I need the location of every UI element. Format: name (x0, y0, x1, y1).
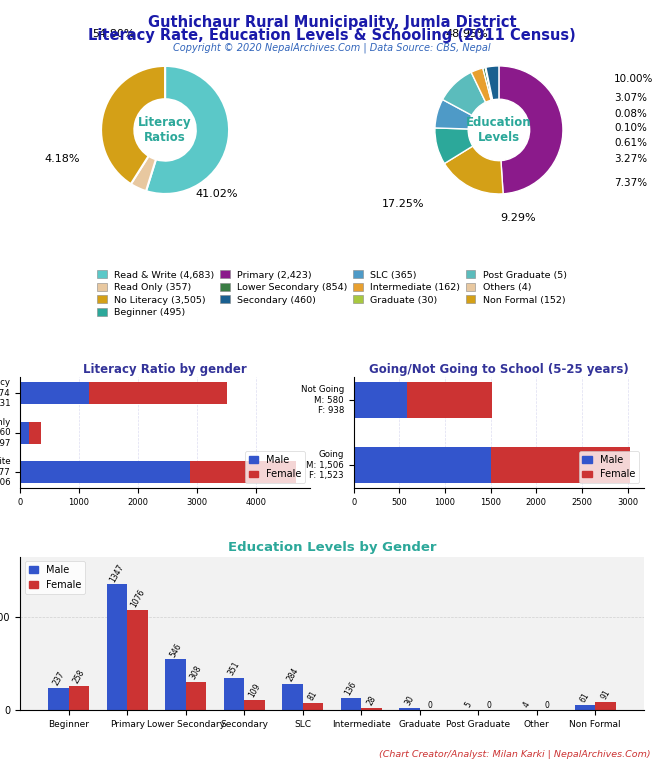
Legend: Male, Female: Male, Female (578, 451, 639, 483)
Bar (361, 708, 382, 710)
Bar (354, 448, 491, 483)
Bar (224, 677, 244, 710)
Bar (282, 684, 303, 710)
Text: 0: 0 (428, 701, 432, 710)
Wedge shape (435, 100, 472, 129)
Bar (190, 462, 296, 483)
Bar (399, 707, 420, 710)
Text: 0.08%: 0.08% (614, 109, 647, 119)
Text: 308: 308 (189, 664, 204, 680)
Bar (69, 687, 89, 710)
Wedge shape (435, 128, 473, 164)
Bar (595, 702, 616, 710)
Wedge shape (146, 66, 229, 194)
Title: Education Levels by Gender: Education Levels by Gender (228, 541, 436, 554)
Bar (407, 382, 492, 418)
Text: 54.80%: 54.80% (92, 29, 135, 39)
Text: 30: 30 (403, 694, 416, 707)
Text: 81: 81 (307, 690, 319, 702)
Wedge shape (471, 68, 491, 102)
Text: 41.02%: 41.02% (195, 189, 238, 199)
Text: 258: 258 (72, 668, 86, 686)
Text: Guthichaur Rural Municipality, Jumla District: Guthichaur Rural Municipality, Jumla Dis… (147, 15, 517, 31)
Text: 10.00%: 10.00% (614, 74, 653, 84)
Text: 351: 351 (226, 660, 242, 677)
Wedge shape (483, 68, 492, 100)
Text: 1347: 1347 (108, 562, 125, 584)
Bar (107, 584, 127, 710)
Text: 1076: 1076 (129, 588, 146, 609)
Text: 48.95%: 48.95% (446, 29, 488, 39)
Bar (20, 462, 190, 483)
Text: 4.18%: 4.18% (45, 154, 80, 164)
Text: 237: 237 (51, 670, 66, 687)
Bar (20, 422, 29, 444)
Text: Literacy Rate, Education Levels & Schooling (2011 Census): Literacy Rate, Education Levels & School… (88, 28, 576, 44)
Text: 9.29%: 9.29% (500, 214, 536, 223)
Wedge shape (486, 66, 499, 100)
Legend: Read & Write (4,683), Read Only (357), No Literacy (3,505), Beginner (495), Prim: Read & Write (4,683), Read Only (357), N… (96, 270, 568, 318)
Bar (20, 382, 89, 404)
Text: 3.27%: 3.27% (614, 154, 647, 164)
Bar (127, 610, 147, 710)
Text: 4: 4 (521, 700, 532, 710)
Legend: Male, Female: Male, Female (25, 561, 86, 594)
Bar (89, 382, 227, 404)
Text: (Chart Creator/Analyst: Milan Karki | NepalArchives.Com): (Chart Creator/Analyst: Milan Karki | Ne… (379, 750, 651, 759)
Text: 0: 0 (486, 701, 491, 710)
Title: Literacy Ratio by gender: Literacy Ratio by gender (83, 363, 247, 376)
Wedge shape (443, 72, 485, 115)
Legend: Male, Female: Male, Female (245, 451, 305, 483)
Title: Going/Not Going to School (5-25 years): Going/Not Going to School (5-25 years) (369, 363, 629, 376)
Bar (341, 697, 361, 710)
Bar (48, 688, 69, 710)
Wedge shape (101, 66, 165, 184)
Wedge shape (485, 68, 493, 100)
Wedge shape (499, 66, 563, 194)
Text: Literacy
Ratios: Literacy Ratios (138, 116, 192, 144)
Wedge shape (485, 68, 493, 100)
Bar (491, 448, 630, 483)
Bar (575, 705, 595, 710)
Text: 0: 0 (544, 701, 549, 710)
Text: 546: 546 (168, 641, 183, 658)
Text: Copyright © 2020 NepalArchives.Com | Data Source: CBS, Nepal: Copyright © 2020 NepalArchives.Com | Dat… (173, 42, 491, 53)
Text: 136: 136 (343, 680, 359, 697)
Text: 0.10%: 0.10% (614, 124, 647, 134)
Bar (186, 681, 207, 710)
Bar (165, 659, 186, 710)
Wedge shape (444, 146, 503, 194)
Text: 28: 28 (365, 694, 378, 707)
Text: 109: 109 (247, 683, 262, 700)
Text: 17.25%: 17.25% (382, 199, 424, 209)
Text: 0.61%: 0.61% (614, 137, 647, 147)
Bar (303, 703, 323, 710)
Text: 91: 91 (599, 688, 612, 701)
Text: Education
Levels: Education Levels (466, 116, 532, 144)
Text: 284: 284 (285, 666, 300, 683)
Text: 61: 61 (579, 691, 592, 704)
Wedge shape (131, 156, 156, 191)
Text: 5: 5 (463, 700, 473, 709)
Text: 7.37%: 7.37% (614, 177, 647, 187)
Bar (354, 382, 407, 418)
Bar (244, 700, 265, 710)
Text: 3.07%: 3.07% (614, 93, 647, 103)
Bar (29, 422, 41, 444)
